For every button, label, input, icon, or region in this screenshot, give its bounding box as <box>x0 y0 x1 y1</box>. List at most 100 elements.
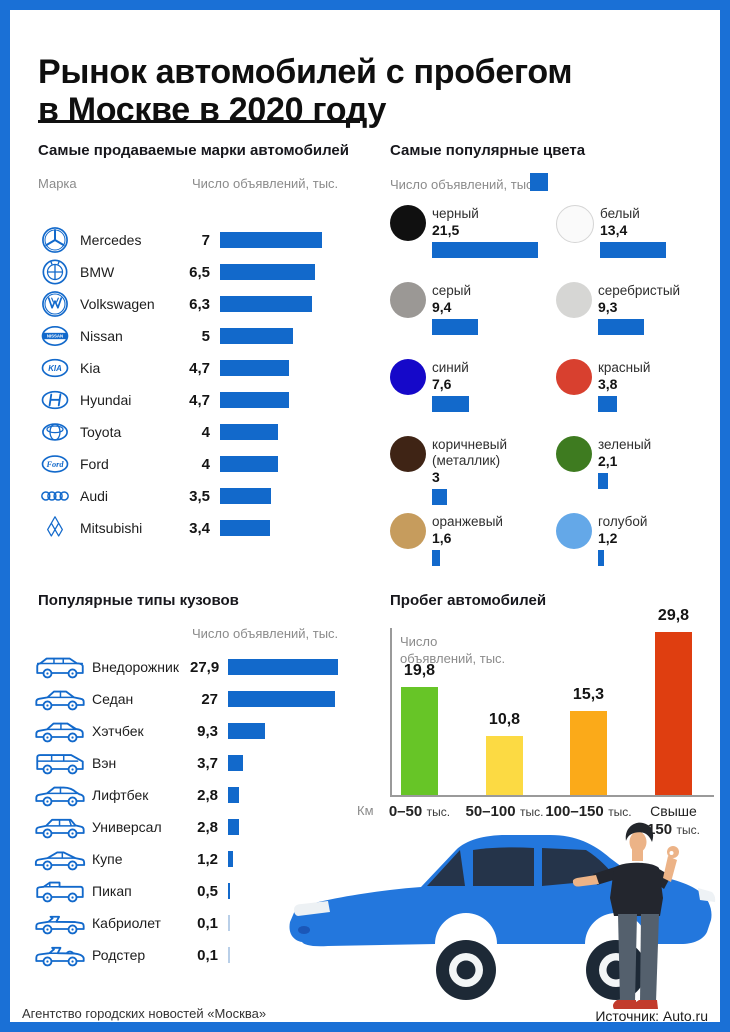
color-cell: белый 13,4 <box>556 205 720 282</box>
color-value: 13,4 <box>600 222 628 238</box>
color-name: серый <box>432 283 472 298</box>
body-type-name: Седан <box>92 691 134 707</box>
brand-bar <box>220 424 279 440</box>
pickup-icon <box>34 876 86 906</box>
color-cell: красный 3,8 <box>556 359 720 436</box>
svg-text:KIA: KIA <box>48 364 62 373</box>
color-cell: голубой 1,2 <box>556 513 720 590</box>
car-foglight <box>298 926 310 934</box>
color-value: 21,5 <box>432 222 460 238</box>
body-type-value: 27 <box>201 690 218 708</box>
mileage-bar-value: 10,8 <box>488 711 521 728</box>
mileage-bar <box>655 632 692 795</box>
color-name: оранжевый <box>432 514 503 529</box>
color-bar <box>432 489 447 505</box>
footer-credit: Агентство городских новостей «Москва» <box>22 1006 267 1021</box>
brand-row: Mitsubishi 3,4 <box>38 512 322 544</box>
color-value: 3,8 <box>598 376 618 392</box>
body-types-section-title: Популярные типы кузовов <box>38 592 239 609</box>
color-bar <box>598 473 609 489</box>
color-name: белый <box>600 206 640 221</box>
color-name: зеленый <box>598 437 652 452</box>
body-type-row: Пикап 0,5 <box>34 875 338 907</box>
footer-source: Источник: Auto.ru <box>595 1008 708 1024</box>
brand-bar <box>220 456 279 472</box>
color-name: голубой <box>598 514 648 529</box>
color-name: синий <box>432 360 469 375</box>
mitsubishi-logo-icon <box>38 512 72 544</box>
color-value: 9,4 <box>432 299 452 315</box>
svg-text:NISSAN: NISSAN <box>47 334 63 339</box>
wagon-icon <box>34 812 86 842</box>
body-types-col-header-count: Число объявлений, тыс. <box>192 626 339 641</box>
used-car-illustration <box>289 822 716 1009</box>
mileage-bar <box>401 687 438 795</box>
brand-name: Nissan <box>80 328 123 344</box>
color-swatch-circle <box>556 359 592 395</box>
color-swatch-circle <box>556 205 594 243</box>
brand-row: NISSAN Nissan 5 <box>38 320 322 352</box>
body-type-row: Хэтчбек 9,3 <box>34 715 338 747</box>
mileage-y-axis <box>390 628 392 797</box>
page-title: Рынок автомобилей с пробегом в Москве в 2… <box>38 53 698 129</box>
brand-name: Kia <box>80 360 101 376</box>
brand-bar <box>220 232 323 248</box>
brand-bar <box>220 264 315 280</box>
audi-logo-icon <box>38 480 72 512</box>
mercedes-logo-icon <box>38 224 72 256</box>
color-value: 9,3 <box>598 299 618 315</box>
color-swatch-circle <box>390 282 426 318</box>
color-swatch-circle <box>556 513 592 549</box>
mileage-bar <box>486 736 523 795</box>
mileage-section-title: Пробег автомобилей <box>390 592 547 609</box>
car-illustration <box>289 835 716 1000</box>
colors-section-title: Самые популярные цвета <box>390 142 586 159</box>
body-type-name: Хэтчбек <box>92 723 144 739</box>
body-type-bar <box>228 723 265 739</box>
color-name: коричневый (металлик) <box>432 437 508 468</box>
color-bar <box>432 319 479 335</box>
brand-row: KIA Kia 4,7 <box>38 352 322 384</box>
body-type-row: Седан 27 <box>34 683 338 715</box>
nissan-logo-icon: NISSAN <box>38 320 72 352</box>
color-value: 2,1 <box>598 453 618 469</box>
brand-name: Audi <box>80 488 109 504</box>
colors-legend-label: Число объявлений, тыс. <box>390 177 537 192</box>
body-type-bar <box>228 659 339 675</box>
mileage-bar-value: 15,3 <box>572 686 605 703</box>
mileage-x-axis <box>390 795 714 797</box>
color-name: серебристый <box>598 283 681 298</box>
brands-list: Mercedes 7 BMW 6,5 Volkswagen 6,3 NISSAN Nissan… <box>38 224 323 544</box>
body-type-value: 2,8 <box>197 786 218 804</box>
brand-bar <box>220 360 289 376</box>
color-bar <box>432 242 538 258</box>
sedan-icon <box>34 684 86 714</box>
body-type-name: Универсал <box>92 819 162 835</box>
body-type-bar <box>228 787 240 803</box>
body-type-value: 3,7 <box>197 754 218 772</box>
suv-icon <box>34 652 86 682</box>
body-type-row: Вэн 3,7 <box>34 747 338 779</box>
car-taillight <box>698 888 716 902</box>
color-name: красный <box>598 360 651 375</box>
body-type-bar <box>228 883 230 899</box>
mileage-category-label: 100–150 тыс. <box>545 803 632 820</box>
color-cell: серебристый 9,3 <box>556 282 720 359</box>
svg-text:Ford: Ford <box>45 460 64 469</box>
brand-row: Mercedes 7 <box>38 224 323 256</box>
brand-value: 7 <box>201 231 210 249</box>
brands-col-header-brand: Марка <box>38 176 77 191</box>
body-type-row: Купе 1,2 <box>34 843 338 875</box>
body-type-value: 27,9 <box>190 658 220 676</box>
bmw-logo-icon <box>38 256 72 288</box>
mileage-x-unit-label: Км <box>357 803 374 818</box>
brand-value: 3,4 <box>189 519 210 537</box>
brand-bar <box>220 488 272 504</box>
body-type-value: 1,2 <box>197 850 218 868</box>
body-type-name: Родстер <box>92 947 146 963</box>
brand-value: 3,5 <box>189 487 210 505</box>
body-type-value: 0,1 <box>197 946 218 964</box>
car-rear-wheel <box>586 940 646 1000</box>
page-title-line1: Рынок автомобилей с пробегом <box>38 52 573 91</box>
